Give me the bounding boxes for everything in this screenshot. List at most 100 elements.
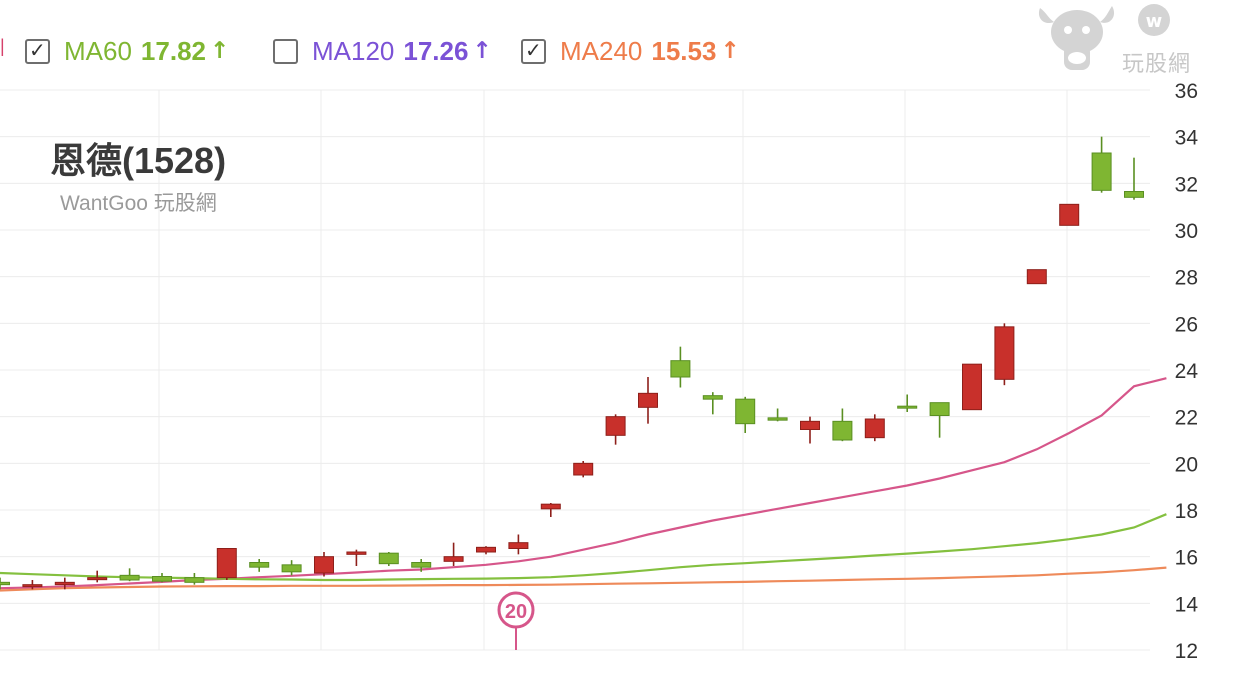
y-tick-label: 26 [1175, 313, 1198, 336]
candle [638, 377, 658, 424]
stock-title: 恩德(1528) [50, 140, 227, 181]
y-tick-label: 28 [1175, 267, 1198, 290]
y-tick-label: 14 [1175, 593, 1199, 616]
svg-text:w: w [1146, 11, 1163, 32]
ma60-value: 17.82 [140, 35, 206, 66]
candle-body [476, 546, 496, 553]
event-marker-label: 20 [505, 601, 527, 623]
candle-body [411, 562, 432, 568]
candle [702, 392, 723, 415]
ma60-checkbox[interactable]: ✓ [25, 38, 50, 64]
candle [54, 577, 75, 590]
candle [1026, 269, 1047, 285]
candle-body [216, 548, 237, 579]
candle-body [1059, 203, 1080, 226]
candle-body [508, 542, 529, 550]
candle [864, 414, 885, 442]
y-axis: 36 34 32 30 28 26 24 22 20 18 16 14 12 [1175, 80, 1199, 663]
ma120-checkbox[interactable] [273, 38, 298, 64]
candle [800, 416, 820, 444]
y-tick-label: 34 [1175, 127, 1199, 150]
ma-line [0, 566, 1167, 592]
candle-body [152, 576, 172, 582]
candle [249, 559, 270, 572]
candle-body [87, 577, 108, 581]
ma240-value: 15.53 [651, 35, 717, 66]
candle [1124, 157, 1144, 200]
candle-body [962, 363, 982, 411]
candle-body [800, 420, 820, 431]
candle [897, 394, 918, 412]
candle [411, 559, 432, 572]
candle [0, 577, 10, 590]
candle-body [249, 562, 270, 568]
logo-text: 玩股網 [1122, 52, 1192, 77]
candle-body [573, 462, 594, 476]
candle-body [0, 581, 10, 586]
candles [0, 136, 1144, 590]
ma60-label: MA60 [64, 35, 132, 66]
candle [994, 323, 1015, 386]
y-tick-label: 24 [1175, 360, 1199, 383]
candle-body [54, 581, 75, 586]
legend-edge-marker: | [0, 36, 5, 56]
candle [929, 402, 950, 438]
candle-body [281, 564, 302, 573]
candle-body [1091, 152, 1112, 191]
y-tick-label: 12 [1175, 640, 1198, 663]
candle [119, 568, 140, 582]
candle [443, 542, 464, 566]
legend-item-ma120[interactable]: MA120 17.26 ↑ [273, 36, 492, 66]
candle [184, 573, 205, 585]
y-tick-label: 16 [1175, 547, 1198, 570]
candle-body [378, 552, 399, 565]
candle [22, 580, 43, 590]
candle [832, 408, 853, 442]
candle [378, 552, 399, 566]
candle [281, 560, 302, 576]
candle-body [929, 402, 950, 416]
candle-body [22, 584, 43, 588]
candle [540, 503, 561, 517]
ma240-label: MA240 [560, 35, 643, 66]
wantgoo-logo: w [1038, 4, 1170, 70]
event-marker-circle [497, 591, 535, 629]
candle-body [767, 417, 788, 421]
candle-body [702, 395, 723, 400]
candle [605, 414, 626, 445]
chart-grid [0, 89, 1150, 651]
y-tick-label: 18 [1175, 500, 1198, 523]
candle [346, 549, 367, 566]
ma120-label: MA120 [312, 35, 395, 66]
up-arrow-icon: ↑ [210, 38, 230, 64]
candle [573, 461, 594, 478]
candle-body [670, 360, 691, 378]
ma-line [0, 513, 1167, 582]
moving-average-lines [0, 377, 1167, 592]
candle-body [119, 574, 140, 581]
ma240-checkbox[interactable]: ✓ [521, 37, 546, 64]
checkmark-icon: ✓ [525, 37, 542, 62]
candle [314, 552, 334, 577]
event-marker[interactable]: 20 [497, 591, 535, 650]
candle [87, 570, 108, 583]
candle-body [864, 418, 885, 439]
candle-body [184, 577, 205, 583]
candle-body [638, 392, 658, 408]
candle-body [994, 326, 1015, 380]
candle-body [1124, 191, 1144, 198]
candle-body [605, 416, 626, 436]
candle-body [314, 556, 334, 574]
candle-body [346, 551, 367, 555]
candle [216, 548, 237, 580]
legend-item-ma240[interactable]: ✓ MA240 15.53 ↑ [521, 36, 740, 66]
y-tick-label: 36 [1175, 80, 1198, 103]
candle [508, 534, 529, 555]
candle-body [832, 420, 853, 441]
ma120-value: 17.26 [403, 35, 469, 66]
ma-legend: ✓ MA60 17.82 ↑ MA120 17.26 ↑ ✓ MA240 15.… [0, 30, 1000, 74]
candle-body [443, 556, 464, 562]
y-tick-label: 20 [1175, 453, 1198, 476]
legend-item-ma60[interactable]: ✓ MA60 17.82 ↑ [25, 36, 229, 66]
